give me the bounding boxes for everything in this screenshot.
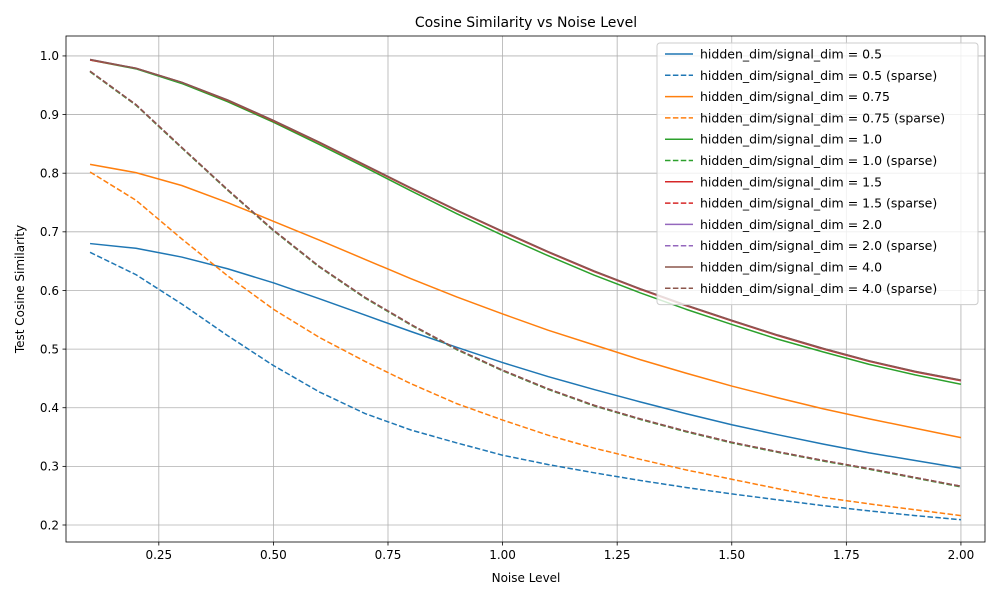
series-line-0 <box>89 242 962 469</box>
legend-label: hidden_dim/signal_dim = 0.75 <box>700 89 890 104</box>
legend-label: hidden_dim/signal_dim = 2.0 <box>700 217 882 232</box>
x-tick-label: 2.00 <box>948 548 975 562</box>
legend-label: hidden_dim/signal_dim = 0.5 <box>700 47 882 62</box>
y-tick-label: 0.3 <box>40 460 59 474</box>
series-line-10 <box>89 58 962 381</box>
x-tick-label: 1.75 <box>833 548 860 562</box>
x-tick-label: 1.00 <box>489 548 516 562</box>
legend-box <box>656 42 979 306</box>
plot-frame <box>65 35 986 543</box>
x-tick-label: 0.50 <box>260 548 287 562</box>
series-line-1 <box>89 251 962 521</box>
y-tick-label: 0.4 <box>40 401 59 415</box>
x-axis-title: Noise Level <box>492 571 561 585</box>
x-tick-label: 1.25 <box>604 548 631 562</box>
chart-title: Cosine Similarity vs Noise Level <box>415 15 637 31</box>
x-tick-label: 0.75 <box>375 548 402 562</box>
series-line-3 <box>89 171 962 517</box>
y-tick-label: 0.8 <box>40 167 59 181</box>
legend-label: hidden_dim/signal_dim = 0.75 (sparse) <box>700 110 945 125</box>
legend-label: hidden_dim/signal_dim = 4.0 <box>700 260 882 275</box>
x-tick-label: 1.50 <box>718 548 745 562</box>
series-line-2 <box>89 163 962 439</box>
legend-label: hidden_dim/signal_dim = 1.0 (sparse) <box>700 153 937 168</box>
series-line-4 <box>89 59 962 386</box>
y-tick-label: 0.6 <box>40 284 59 298</box>
y-tick-label: 1.0 <box>40 49 59 63</box>
legend-label: hidden_dim/signal_dim = 0.5 (sparse) <box>700 68 937 83</box>
axis-ticks: 0.25 0.50 0.75 1.00 1.25 1.50 1.75 2.00 0.2 0.3 0.… <box>40 49 974 562</box>
y-tick-label: 0.5 <box>40 342 59 356</box>
y-tick-label: 0.7 <box>40 225 59 239</box>
legend-label: hidden_dim/signal_dim = 1.0 <box>700 132 882 147</box>
series-line-11 <box>89 70 962 488</box>
legend: hidden_dim/signal_dim = 0.5 hidden_dim/si… <box>656 42 979 306</box>
y-axis-title: Test Cosine Similarity <box>13 225 27 354</box>
series-lines <box>89 58 962 521</box>
y-tick-label: 0.9 <box>40 108 59 122</box>
legend-label: hidden_dim/signal_dim = 1.5 <box>700 174 882 189</box>
y-tick-label: 0.2 <box>40 518 59 532</box>
legend-label: hidden_dim/signal_dim = 1.5 (sparse) <box>700 196 937 211</box>
legend-label: hidden_dim/signal_dim = 4.0 (sparse) <box>700 281 937 296</box>
x-tick-label: 0.25 <box>145 548 172 562</box>
legend-label: hidden_dim/signal_dim = 2.0 (sparse) <box>700 238 937 253</box>
